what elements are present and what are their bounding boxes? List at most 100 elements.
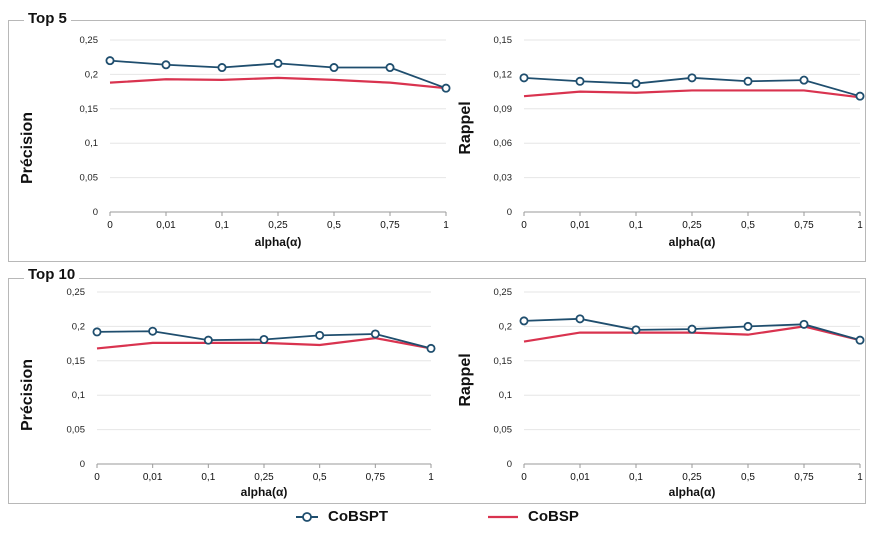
legend-item-cobsp: CoBSP <box>488 508 579 525</box>
y-tick-label: 0,09 <box>494 104 513 115</box>
y-tick-label: 0,15 <box>67 356 86 367</box>
data-point-cobspt <box>161 60 171 70</box>
x-tick-label: 0,25 <box>254 472 274 483</box>
y-tick-label: 0 <box>507 207 512 218</box>
data-point-cobspt <box>217 63 227 73</box>
x-tick-label: 0 <box>521 472 527 483</box>
y-tick-label: 0 <box>507 459 512 470</box>
x-tick-label: 1 <box>428 472 434 483</box>
y-tick-label: 0 <box>80 459 85 470</box>
data-point-cobspt <box>799 319 809 329</box>
x-tick-label: 0,5 <box>741 472 755 483</box>
section-top5-frame <box>8 20 866 262</box>
y-tick-label: 0,25 <box>80 35 99 46</box>
chart-top10-precision: 0 0,05 0,1 0,15 0,2 0,25 0 0,01 0,1 0,25 0,5 0,75 1 a… <box>19 287 436 499</box>
data-point-cobspt <box>631 325 641 335</box>
x-tick-label: 1 <box>857 220 863 231</box>
x-tick-label: 0,01 <box>570 472 590 483</box>
y-tick-label: 0,03 <box>494 173 513 184</box>
data-point-cobspt <box>315 330 325 340</box>
x-tick-label: 0,5 <box>741 220 755 231</box>
chart-legend: CoBSPT CoBSP <box>0 508 872 532</box>
y-tick-label: 0,1 <box>85 138 98 149</box>
data-point-cobspt <box>273 58 283 68</box>
x-tick-label: 0,01 <box>143 472 163 483</box>
section-title-top5: Top 5 <box>24 10 71 27</box>
x-tick-label: 0,1 <box>629 220 643 231</box>
data-point-cobspt <box>855 91 865 101</box>
y-axis-label: Précision <box>19 112 36 184</box>
y-tick-label: 0,15 <box>494 356 513 367</box>
x-tick-label: 0,75 <box>366 472 386 483</box>
x-tick-label: 0 <box>107 220 113 231</box>
data-point-cobspt <box>519 316 529 326</box>
data-point-cobspt <box>743 321 753 331</box>
y-tick-label: 0,05 <box>67 425 86 436</box>
y-tick-label: 0,1 <box>499 390 512 401</box>
legend-label-cobsp: CoBSP <box>528 508 579 525</box>
y-tick-label: 0,06 <box>494 138 513 149</box>
x-tick-label: 0,01 <box>156 220 176 231</box>
legend-item-cobspt: CoBSPT <box>296 508 388 525</box>
data-point-cobspt <box>426 343 436 353</box>
y-tick-label: 0,15 <box>80 104 99 115</box>
y-tick-label: 0,15 <box>494 35 513 46</box>
chart-top10-rappel: 0 0,05 0,1 0,15 0,2 0,25 0 0,01 0,1 0,25 0,5 0,75 1 a… <box>457 287 865 499</box>
y-axis-label: Rappel <box>457 101 474 154</box>
x-axis-label: alpha(α) <box>669 485 716 499</box>
x-tick-label: 0,1 <box>201 472 215 483</box>
x-tick-label: 0,01 <box>570 220 590 231</box>
y-tick-label: 0,2 <box>499 321 512 332</box>
x-tick-label: 0 <box>521 220 527 231</box>
x-tick-label: 0,25 <box>268 220 288 231</box>
x-tick-label: 0,75 <box>794 472 814 483</box>
y-axis-label: Précision <box>19 359 36 431</box>
x-tick-label: 0,5 <box>327 220 341 231</box>
data-point-cobspt <box>519 73 529 83</box>
y-tick-label: 0,12 <box>494 69 513 80</box>
data-point-cobspt <box>148 326 158 336</box>
data-point-cobspt <box>855 335 865 345</box>
data-point-cobspt <box>575 314 585 324</box>
chart-top5-rappel: 0 0,03 0,06 0,09 0,12 0,15 0 0,01 0,1 0,25 0,5 0,75… <box>457 35 865 249</box>
x-tick-label: 1 <box>857 472 863 483</box>
y-tick-label: 0,1 <box>72 390 85 401</box>
y-tick-label: 0,05 <box>80 173 99 184</box>
x-tick-label: 0,75 <box>380 220 400 231</box>
data-point-cobspt <box>687 324 697 334</box>
data-point-cobspt <box>631 79 641 89</box>
data-point-cobspt <box>329 63 339 73</box>
data-point-cobspt <box>385 63 395 73</box>
legend-marker-cobsp <box>488 515 518 518</box>
y-tick-label: 0,05 <box>494 425 513 436</box>
x-tick-label: 0,25 <box>682 220 702 231</box>
y-axis-label: Rappel <box>457 353 474 406</box>
x-axis-label: alpha(α) <box>241 485 288 499</box>
series-line-cobsp <box>523 89 861 99</box>
legend-marker-cobspt <box>296 511 318 522</box>
data-point-cobspt <box>743 76 753 86</box>
data-point-cobspt <box>259 334 269 344</box>
section-title-top10: Top 10 <box>24 266 80 283</box>
data-point-cobspt <box>203 335 213 345</box>
x-tick-label: 0 <box>94 472 100 483</box>
data-point-cobspt <box>370 329 380 339</box>
data-point-cobspt <box>687 73 697 83</box>
x-tick-label: 0,75 <box>794 220 814 231</box>
x-tick-label: 0,1 <box>215 220 229 231</box>
y-tick-label: 0,2 <box>85 69 98 80</box>
y-tick-label: 0,2 <box>72 321 85 332</box>
x-axis-label: alpha(α) <box>669 235 716 249</box>
x-axis-label: alpha(α) <box>255 235 302 249</box>
y-tick-label: 0 <box>93 207 98 218</box>
x-tick-label: 1 <box>443 220 449 231</box>
y-tick-label: 0,25 <box>67 287 86 298</box>
data-point-cobspt <box>105 56 115 66</box>
x-tick-label: 0,1 <box>629 472 643 483</box>
data-point-cobspt <box>92 327 102 337</box>
data-point-cobspt <box>575 76 585 86</box>
legend-label-cobspt: CoBSPT <box>328 508 388 525</box>
x-tick-label: 0,5 <box>313 472 327 483</box>
y-tick-label: 0,25 <box>494 287 513 298</box>
section-top10-frame <box>8 278 866 504</box>
